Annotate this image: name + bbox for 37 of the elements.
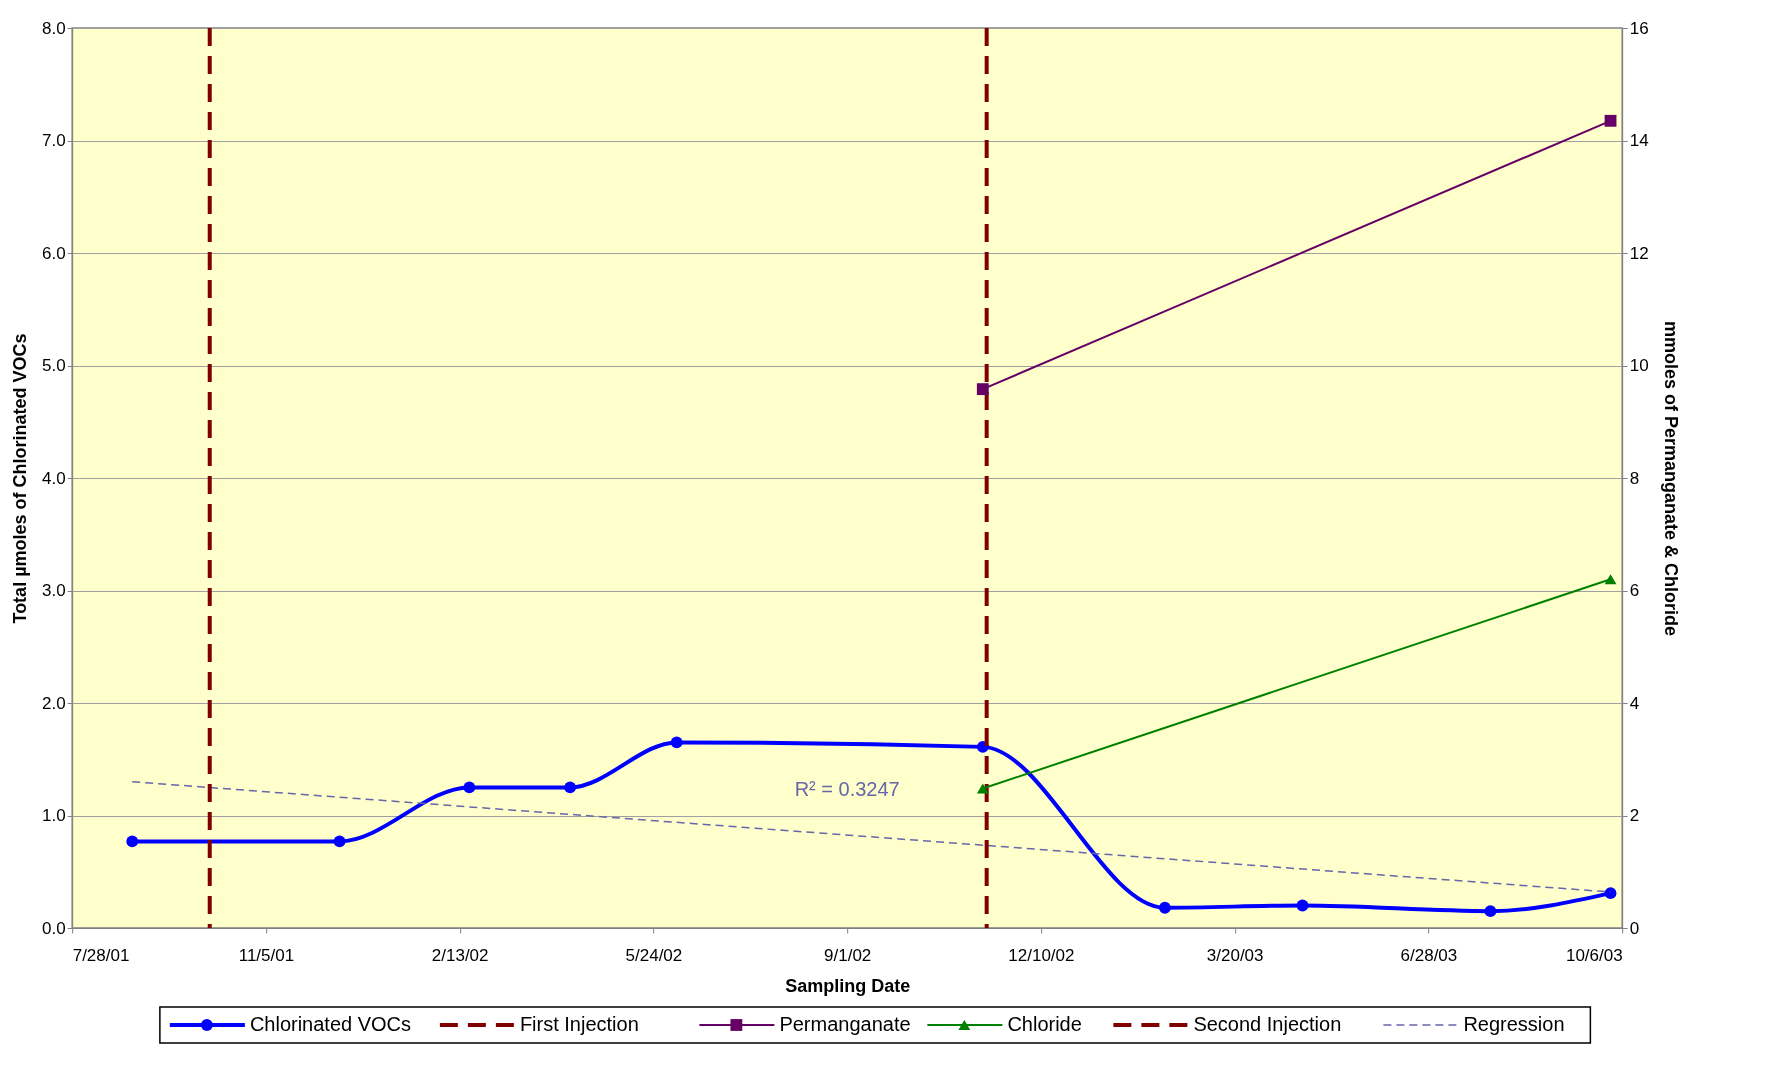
x-tick-label: 11/5/01 <box>238 945 295 965</box>
x-tick-label: 10/6/03 <box>1565 945 1623 965</box>
y-tick-label: 8.0 <box>42 18 66 38</box>
annotation: R² = 0.3247 <box>794 778 900 801</box>
y2-tick-label: 14 <box>1629 131 1649 150</box>
y-tick-label: 0.0 <box>42 918 66 938</box>
x-tick-label: 3/20/03 <box>1206 945 1264 965</box>
legend-label: Chloride <box>1007 1013 1082 1035</box>
x-tick-label: 2/13/02 <box>431 945 489 965</box>
x-tick-label: 12/10/02 <box>1008 945 1075 965</box>
y2-tick-label: 0 <box>1629 918 1640 938</box>
y-tick-label: 5.0 <box>42 356 66 375</box>
y-axis-title: Total µmoles of Chlorinated VOCs <box>10 333 31 624</box>
y-tick-label: 1.0 <box>42 806 66 825</box>
x-tick-label: 9/1/02 <box>824 945 872 965</box>
x-tick-label: 5/24/02 <box>625 945 683 965</box>
y2-tick-label: 2 <box>1629 806 1640 825</box>
y2-tick-label: 16 <box>1629 18 1649 38</box>
legend-label: Permanganate <box>779 1013 911 1035</box>
legend-label: Chlorinated VOCs <box>249 1013 412 1035</box>
y2-tick-label: 8 <box>1629 468 1640 488</box>
x-axis-title: Sampling Date <box>785 975 911 996</box>
y-tick-label: 4.0 <box>42 468 66 488</box>
y-tick-label: 3.0 <box>42 581 66 600</box>
y2-tick-label: 12 <box>1629 243 1649 263</box>
x-tick-label: 6/28/03 <box>1400 945 1458 965</box>
y-tick-label: 7.0 <box>42 131 66 150</box>
legend-label: Regression <box>1463 1013 1565 1035</box>
y2-tick-label: 10 <box>1629 356 1649 375</box>
y-tick-label: 2.0 <box>42 693 66 713</box>
legend-label: Second Injection <box>1193 1013 1342 1035</box>
y2-tick-label: 6 <box>1629 581 1640 600</box>
x-tick-label: 7/28/01 <box>72 945 130 965</box>
y2-tick-label: 4 <box>1629 693 1640 713</box>
y-tick-label: 6.0 <box>42 243 66 263</box>
legend-label: First Injection <box>519 1013 639 1035</box>
y2-axis-title: mmoles of Permanganate & Chloride <box>1660 320 1681 637</box>
